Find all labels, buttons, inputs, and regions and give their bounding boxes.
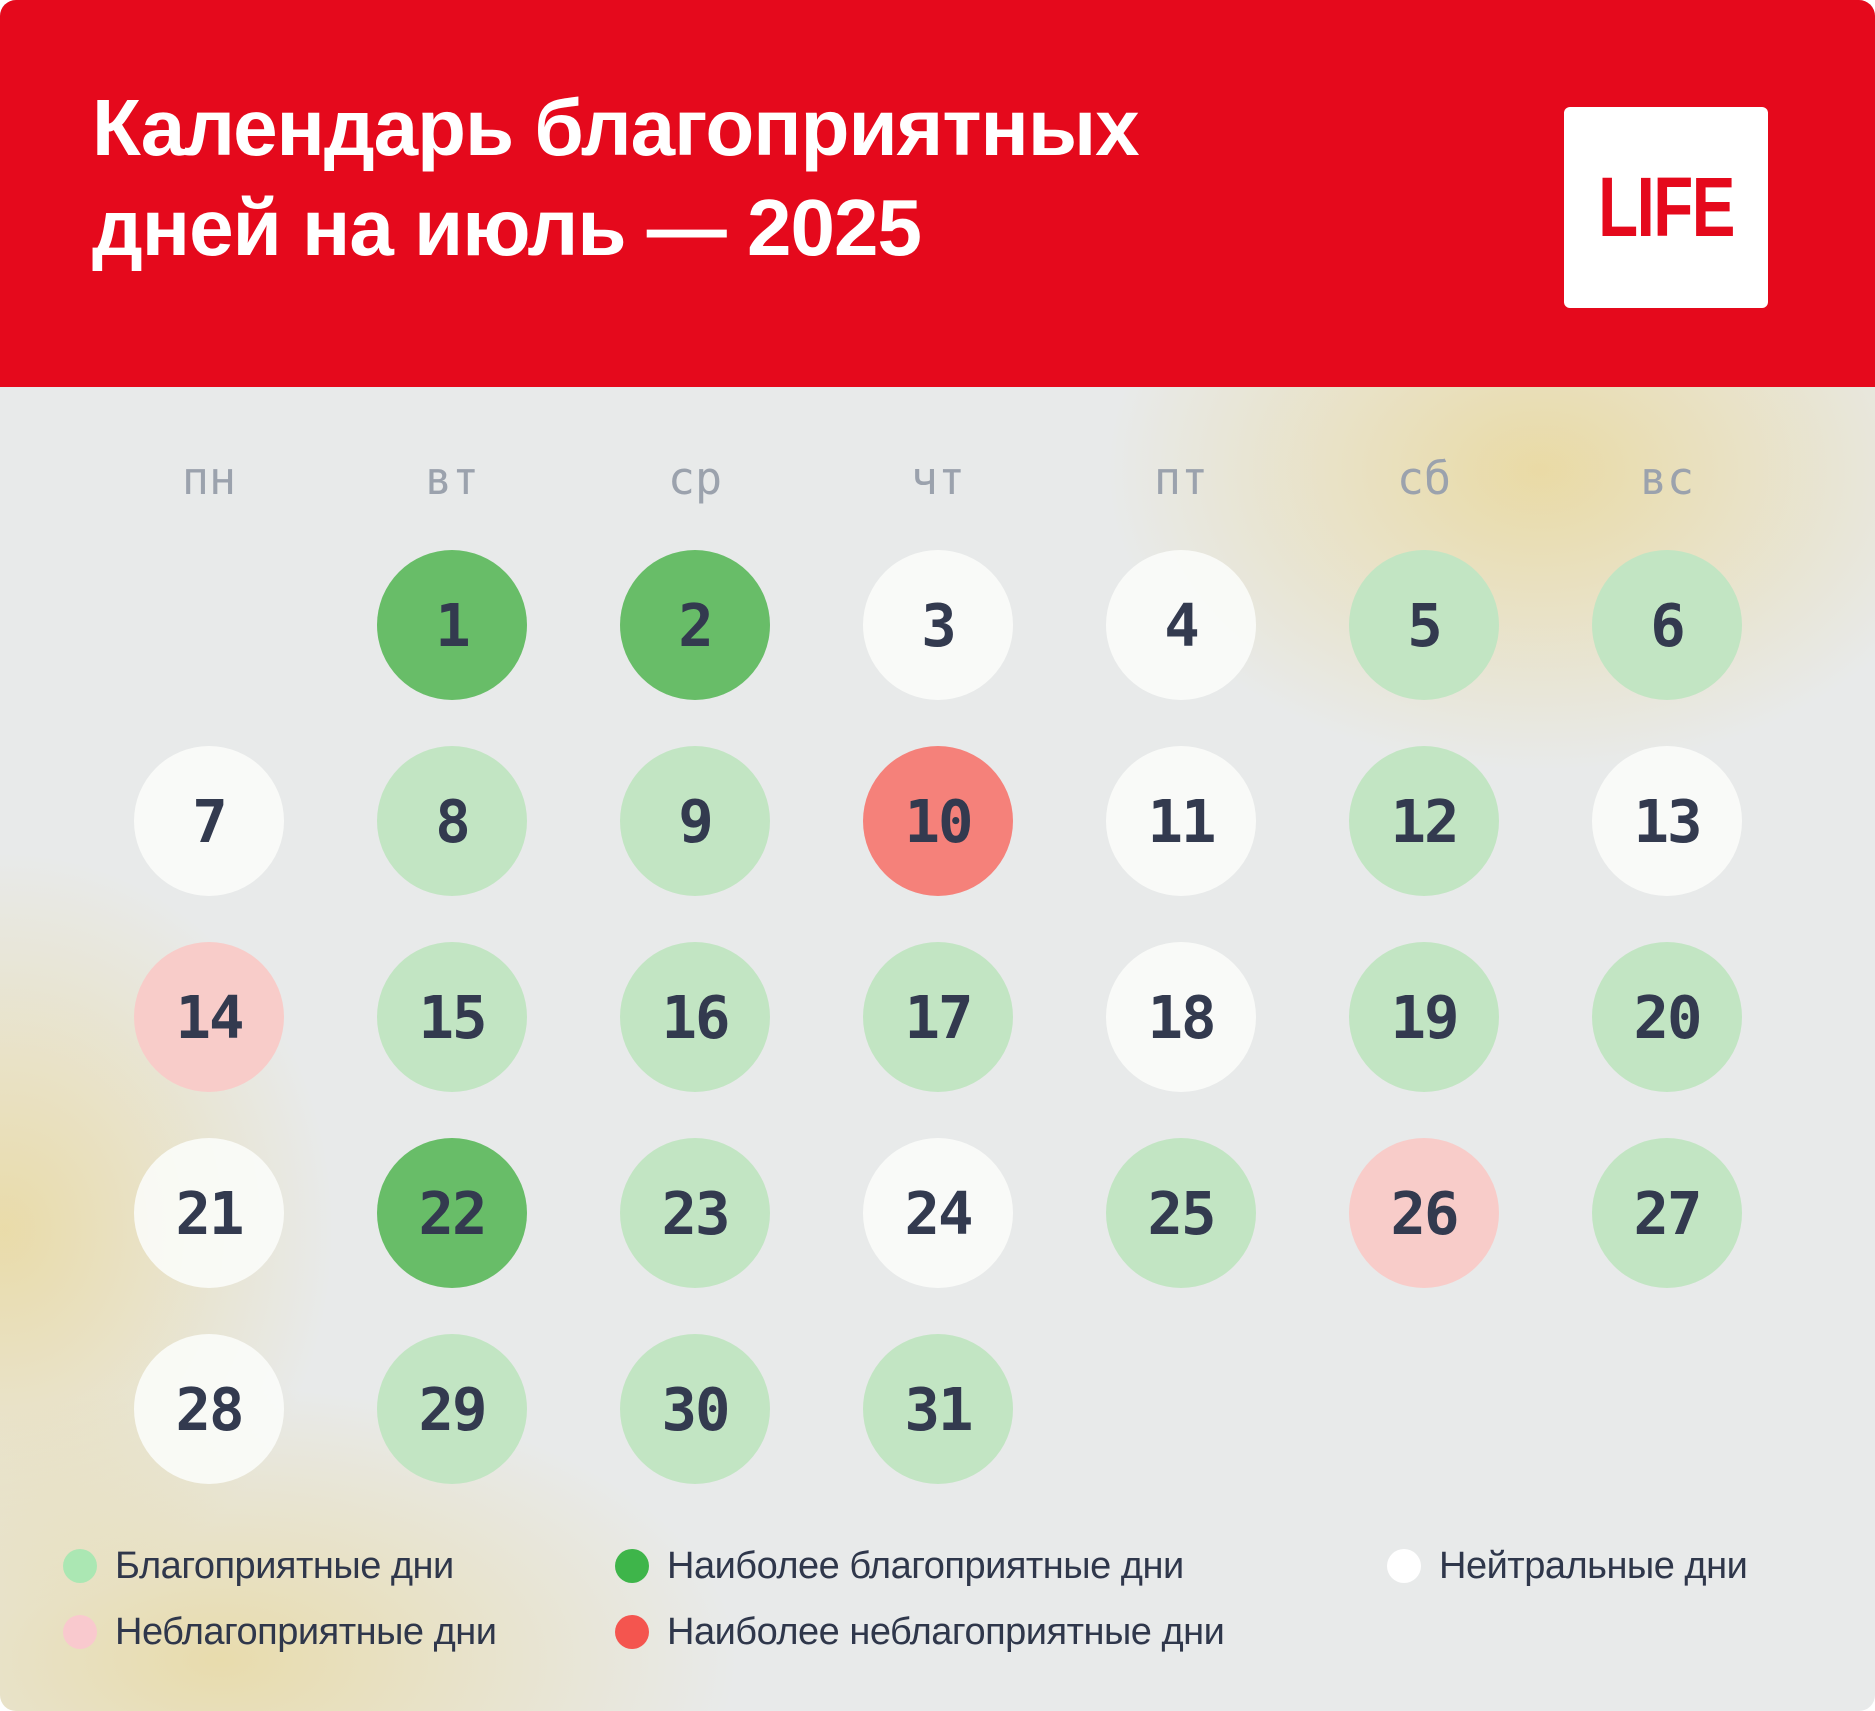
calendar-day-25: 25 — [1106, 1138, 1256, 1288]
legend-item-most_favorable: Наиболее благоприятные дни — [615, 1544, 1184, 1588]
page-title: Календарь благоприятных дней на июль — 2… — [92, 78, 1140, 278]
calendar-day-28: 28 — [134, 1334, 284, 1484]
legend-item-unfavorable: Неблагоприятные дни — [63, 1610, 497, 1654]
weekday-label-пт: пт — [1153, 452, 1209, 505]
calendar-day-17: 17 — [863, 942, 1013, 1092]
page-title-line-1: Календарь благоприятных — [92, 83, 1140, 172]
header-banner: Календарь благоприятных дней на июль — 2… — [0, 0, 1875, 387]
calendar-day-8: 8 — [377, 746, 527, 896]
calendar-day-6: 6 — [1592, 550, 1742, 700]
calendar-day-29: 29 — [377, 1334, 527, 1484]
weekday-label-пн: пн — [181, 452, 237, 505]
weekday-label-чт: чт — [910, 452, 966, 505]
legend-item-favorable: Благоприятные дни — [63, 1544, 454, 1588]
weekday-label-вт: вт — [424, 452, 480, 505]
calendar-day-31: 31 — [863, 1334, 1013, 1484]
calendar-day-19: 19 — [1349, 942, 1499, 1092]
life-logo-text: LIFE — [1598, 160, 1735, 254]
calendar-day-15: 15 — [377, 942, 527, 1092]
calendar-day-23: 23 — [620, 1138, 770, 1288]
calendar-day-27: 27 — [1592, 1138, 1742, 1288]
calendar-day-22: 22 — [377, 1138, 527, 1288]
calendar-day-18: 18 — [1106, 942, 1256, 1092]
calendar-day-30: 30 — [620, 1334, 770, 1484]
legend-item-neutral: Нейтральные дни — [1387, 1544, 1748, 1588]
calendar-day-5: 5 — [1349, 550, 1499, 700]
calendar-day-13: 13 — [1592, 746, 1742, 896]
calendar-day-9: 9 — [620, 746, 770, 896]
legend-label: Наиболее неблагоприятные дни — [667, 1610, 1225, 1653]
calendar-day-11: 11 — [1106, 746, 1256, 896]
legend-dot-most_unfavorable — [615, 1615, 649, 1649]
legend-dot-favorable — [63, 1549, 97, 1583]
calendar-day-21: 21 — [134, 1138, 284, 1288]
calendar-day-4: 4 — [1106, 550, 1256, 700]
calendar-day-14: 14 — [134, 942, 284, 1092]
legend-label: Неблагоприятные дни — [115, 1610, 497, 1653]
legend-label: Наиболее благоприятные дни — [667, 1544, 1184, 1587]
weekday-label-вс: вс — [1639, 452, 1695, 505]
weekday-label-ср: ср — [667, 452, 723, 505]
legend-label: Нейтральные дни — [1439, 1544, 1748, 1587]
calendar-day-7: 7 — [134, 746, 284, 896]
legend-dot-neutral — [1387, 1549, 1421, 1583]
calendar-day-24: 24 — [863, 1138, 1013, 1288]
legend-dot-most_favorable — [615, 1549, 649, 1583]
legend-dot-unfavorable — [63, 1615, 97, 1649]
calendar-day-10: 10 — [863, 746, 1013, 896]
life-logo: LIFE — [1564, 107, 1768, 308]
calendar-day-26: 26 — [1349, 1138, 1499, 1288]
calendar-day-2: 2 — [620, 550, 770, 700]
calendar-day-3: 3 — [863, 550, 1013, 700]
calendar-day-16: 16 — [620, 942, 770, 1092]
legend-item-most_unfavorable: Наиболее неблагоприятные дни — [615, 1610, 1225, 1654]
page-title-line-2: дней на июль — 2025 — [92, 183, 922, 272]
calendar-day-20: 20 — [1592, 942, 1742, 1092]
calendar-day-1: 1 — [377, 550, 527, 700]
weekday-label-сб: сб — [1396, 452, 1452, 505]
legend-label: Благоприятные дни — [115, 1544, 454, 1587]
calendar-day-12: 12 — [1349, 746, 1499, 896]
